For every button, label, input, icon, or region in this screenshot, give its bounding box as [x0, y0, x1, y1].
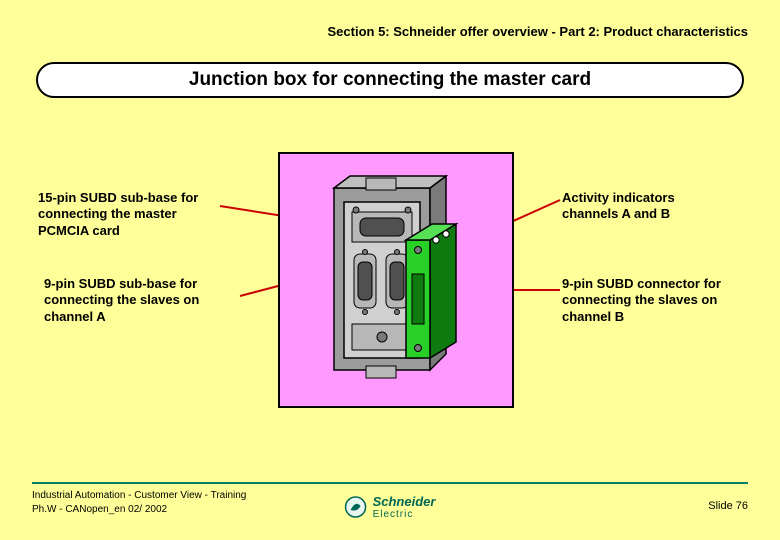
label-15pin: 15-pin SUBD sub-base for connecting the … [38, 190, 228, 239]
label-9pin-b: 9-pin SUBD connector for connecting the … [562, 276, 762, 325]
label-9pin-a: 9-pin SUBD sub-base for connecting the s… [44, 276, 244, 325]
label-activity: Activity indicators channels A and B [562, 190, 742, 223]
green-connector [406, 224, 456, 358]
logo-icon [345, 496, 367, 518]
section-header: Section 5: Schneider offer overview - Pa… [328, 24, 748, 39]
title-bar: Junction box for connecting the master c… [36, 62, 744, 98]
logo-sub: Electric [373, 509, 436, 520]
title-text: Junction box for connecting the master c… [189, 69, 591, 91]
footer-text: Industrial Automation - Customer View - … [32, 489, 246, 516]
junction-box-diagram [280, 154, 512, 406]
diagram-frame [278, 152, 514, 408]
logo-name: Schneider [373, 494, 436, 509]
slide-number: Slide 76 [708, 500, 748, 512]
footer-divider [32, 482, 748, 484]
schneider-logo: Schneider Electric [345, 494, 436, 520]
